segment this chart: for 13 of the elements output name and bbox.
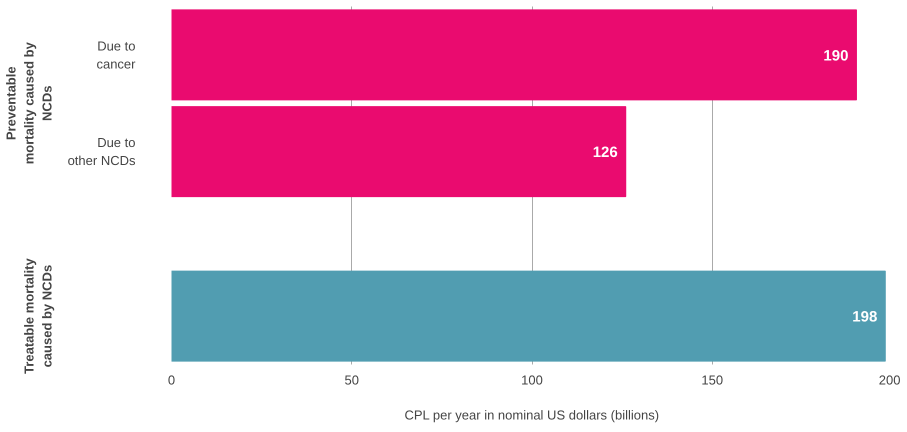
x-axis-title: CPL per year in nominal US dollars (billions) [404, 408, 660, 422]
x-tick-label: 200 [878, 372, 901, 388]
data-label: 190 [823, 47, 848, 64]
x-tick-label: 0 [168, 372, 176, 388]
y-tick-label: Due to other NCDs [68, 135, 136, 168]
data-label: 126 [592, 144, 618, 162]
y-tick-label: Due to cancer [96, 38, 136, 72]
text: Preventable mortality caused by NCDs [4, 41, 54, 164]
text: Treatable mortality caused by NCDs [22, 258, 54, 374]
x-tick-label: 100 [521, 372, 543, 388]
x-tick-label: 150 [701, 372, 724, 388]
data-label: 198 [852, 308, 878, 326]
x-tick-label: 50 [344, 372, 359, 388]
